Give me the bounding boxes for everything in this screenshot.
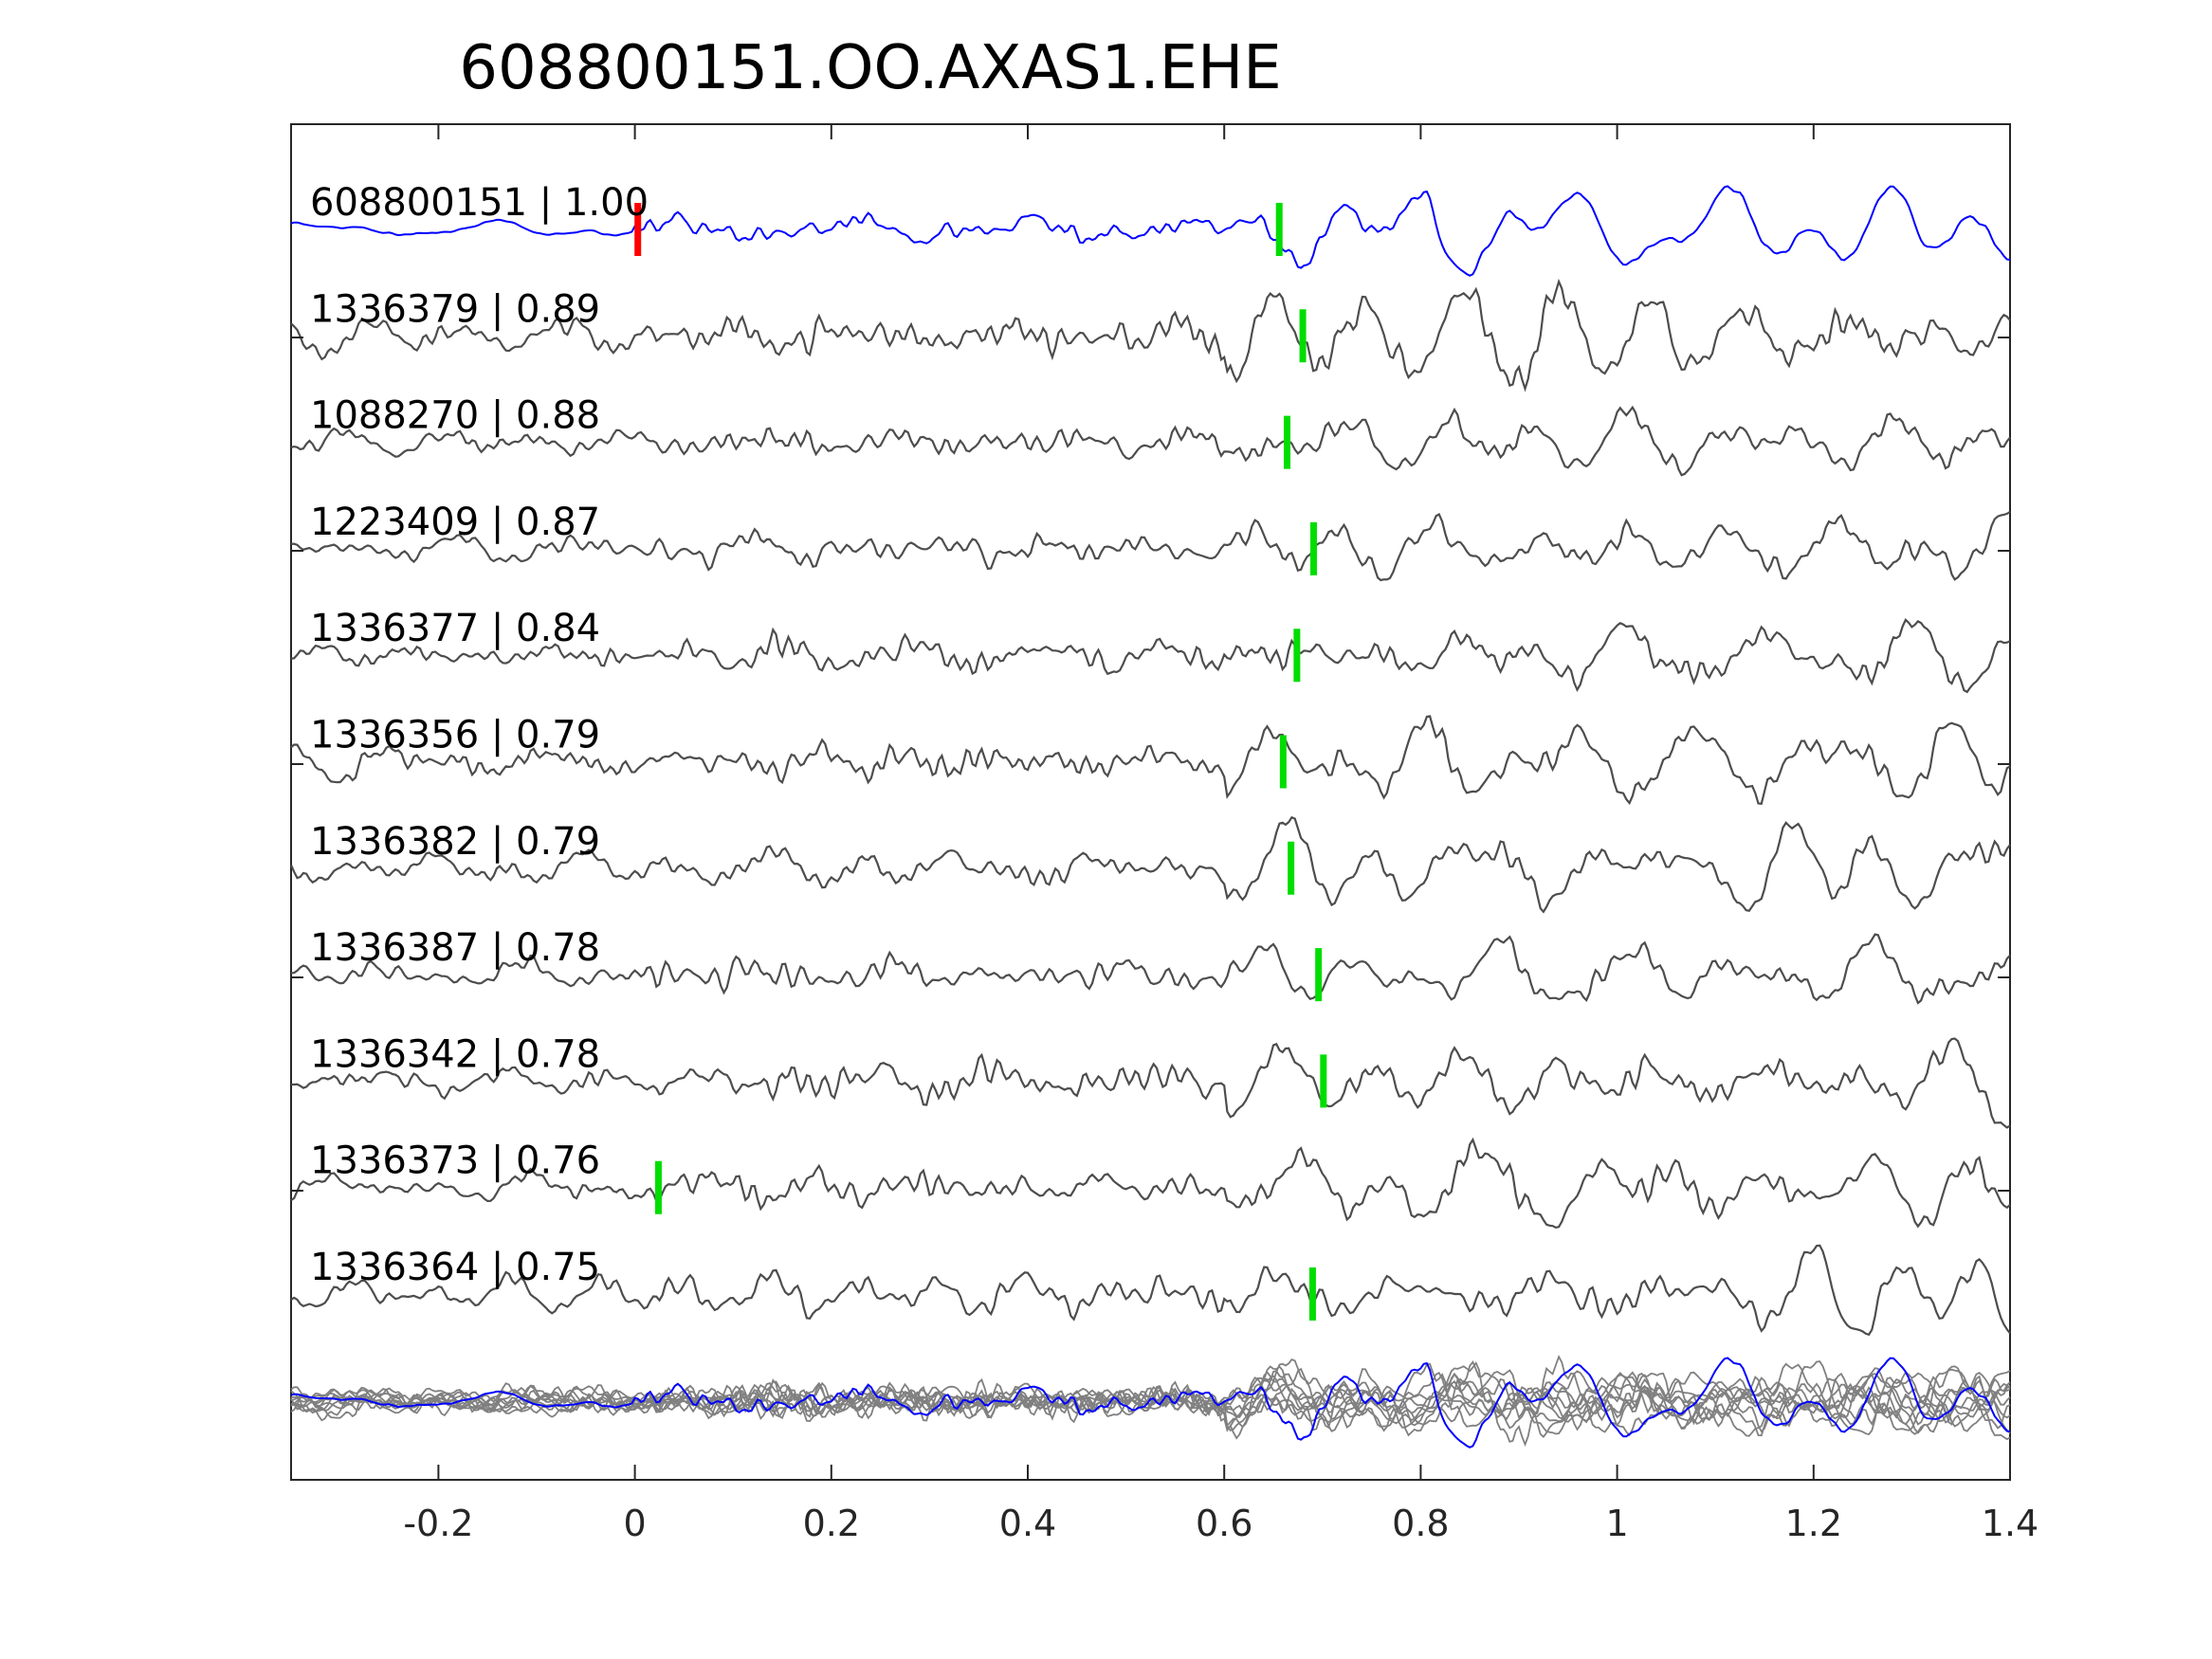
trace-label: 1336379 | 0.89 [310,287,600,331]
trace-label: 1336373 | 0.76 [310,1139,600,1183]
pick-markers [634,203,1327,1321]
trace-label: 1223409 | 0.87 [310,501,600,544]
waveform-traces [289,185,2011,1337]
trace-label: 608800151 | 1.00 [310,181,649,225]
waveform-trace [290,1244,2011,1337]
x-tick-label: 1.4 [1982,1503,2038,1544]
trace-label: 1336382 | 0.79 [310,820,600,864]
waveform-trace [290,185,2011,277]
waveform-trace [290,933,2011,1005]
x-tick-label: 0.2 [803,1503,860,1544]
waveform-trace [290,278,2011,392]
waveform-trace [289,815,2011,914]
trace-labels: 608800151 | 1.00 1336379 | 0.89 1088270 | … [310,181,649,1289]
trace-label: 1336387 | 0.78 [310,926,600,970]
x-tick-label: 1.2 [1785,1503,1842,1544]
trace-label: 1336377 | 0.84 [310,607,600,650]
stacked-waveform [290,1359,2011,1435]
waveform-trace [291,1037,2011,1129]
stacked-waveform [290,1367,2011,1426]
x-tick-label: 0.4 [999,1503,1056,1544]
stacked-waveform [290,1360,2011,1436]
waveform-trace [290,1137,2011,1230]
trace-label: 1336356 | 0.79 [310,714,600,757]
x-axis: -0.2 0 0.2 0.4 0.6 0.8 1 1.2 1.4 [291,124,2038,1544]
waveform-trace [290,715,2011,806]
x-tick-label: -0.2 [403,1503,473,1544]
stacked-waveforms [290,1354,2011,1449]
chart-title: 608800151.OO.AXAS1.EHE [459,33,1281,103]
trace-label: 1336364 | 0.75 [310,1246,600,1289]
waveform-trace [290,510,2011,582]
x-tick-label: 0.6 [1196,1503,1252,1544]
trace-label: 1336342 | 0.78 [310,1032,600,1076]
x-tick-label: 0 [624,1503,647,1544]
waveform-trace [290,405,2011,477]
x-tick-label: 1 [1606,1503,1629,1544]
x-tick-label: 0.8 [1392,1503,1449,1544]
stacked-reference-waveform [290,1357,2011,1449]
plot-frame [290,123,2011,1481]
trace-label: 1088270 | 0.88 [310,394,600,438]
waveform-trace [290,618,2011,694]
